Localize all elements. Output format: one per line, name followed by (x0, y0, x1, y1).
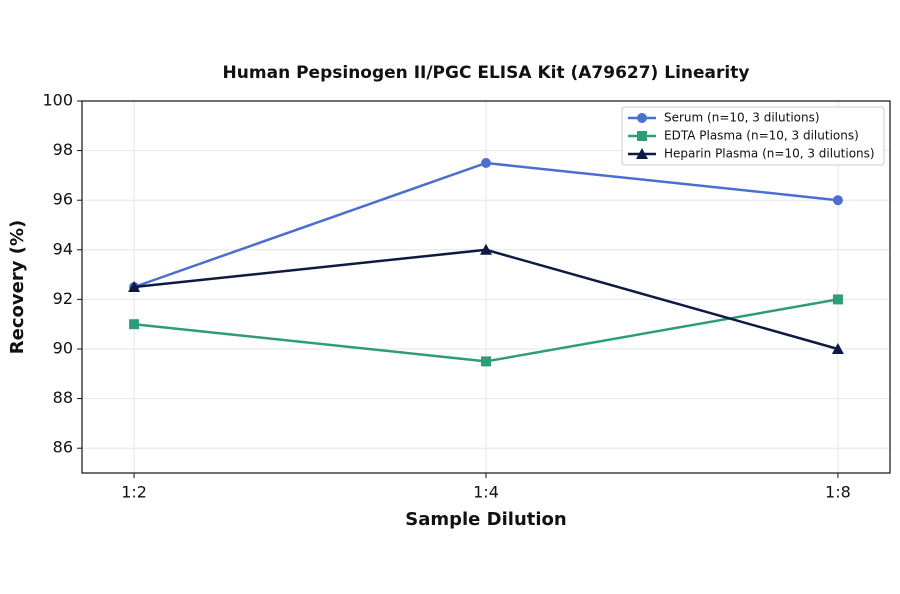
marker (481, 356, 491, 367)
marker (637, 131, 647, 141)
marker (129, 319, 140, 330)
y-tick-label: 96 (53, 190, 73, 209)
y-tick-label: 94 (53, 239, 73, 258)
legend: Serum (n=10, 3 dilutions) EDTA Plasma (n=… (621, 106, 885, 166)
marker (832, 195, 843, 206)
marker (481, 158, 491, 168)
y-tick-label: 88 (53, 388, 73, 407)
legend-box (621, 106, 885, 166)
y-tick-label: 92 (53, 289, 73, 308)
marker (128, 281, 141, 292)
x-tick-label: 1:4 (473, 483, 499, 502)
y-tick-label: 90 (53, 339, 73, 358)
y-tick-label: 98 (53, 140, 73, 159)
marker (831, 343, 844, 354)
marker (832, 294, 843, 305)
plot-frame (81, 100, 891, 474)
legend-label: Serum (n=10, 3 dilutions) (664, 111, 820, 125)
chart-title: Human Pepsinogen II/PGC ELISA Kit (A7962… (223, 63, 750, 83)
marker (480, 243, 492, 255)
legend-label: Heparin Plasma (n=10, 3 dilutions) (664, 147, 875, 161)
y-axis-label: Recovery (%) (7, 220, 28, 354)
marker (637, 113, 647, 123)
x-axis-label: Sample Dilution (405, 509, 566, 530)
marker (636, 148, 648, 159)
x-tick-label: 1:2 (121, 483, 147, 502)
y-tick-label: 100 (42, 91, 73, 110)
legend-label: EDTA Plasma (n=10, 3 dilutions) (664, 129, 859, 143)
x-tick-label: 1:8 (825, 483, 851, 502)
y-tick-label: 86 (53, 438, 73, 457)
